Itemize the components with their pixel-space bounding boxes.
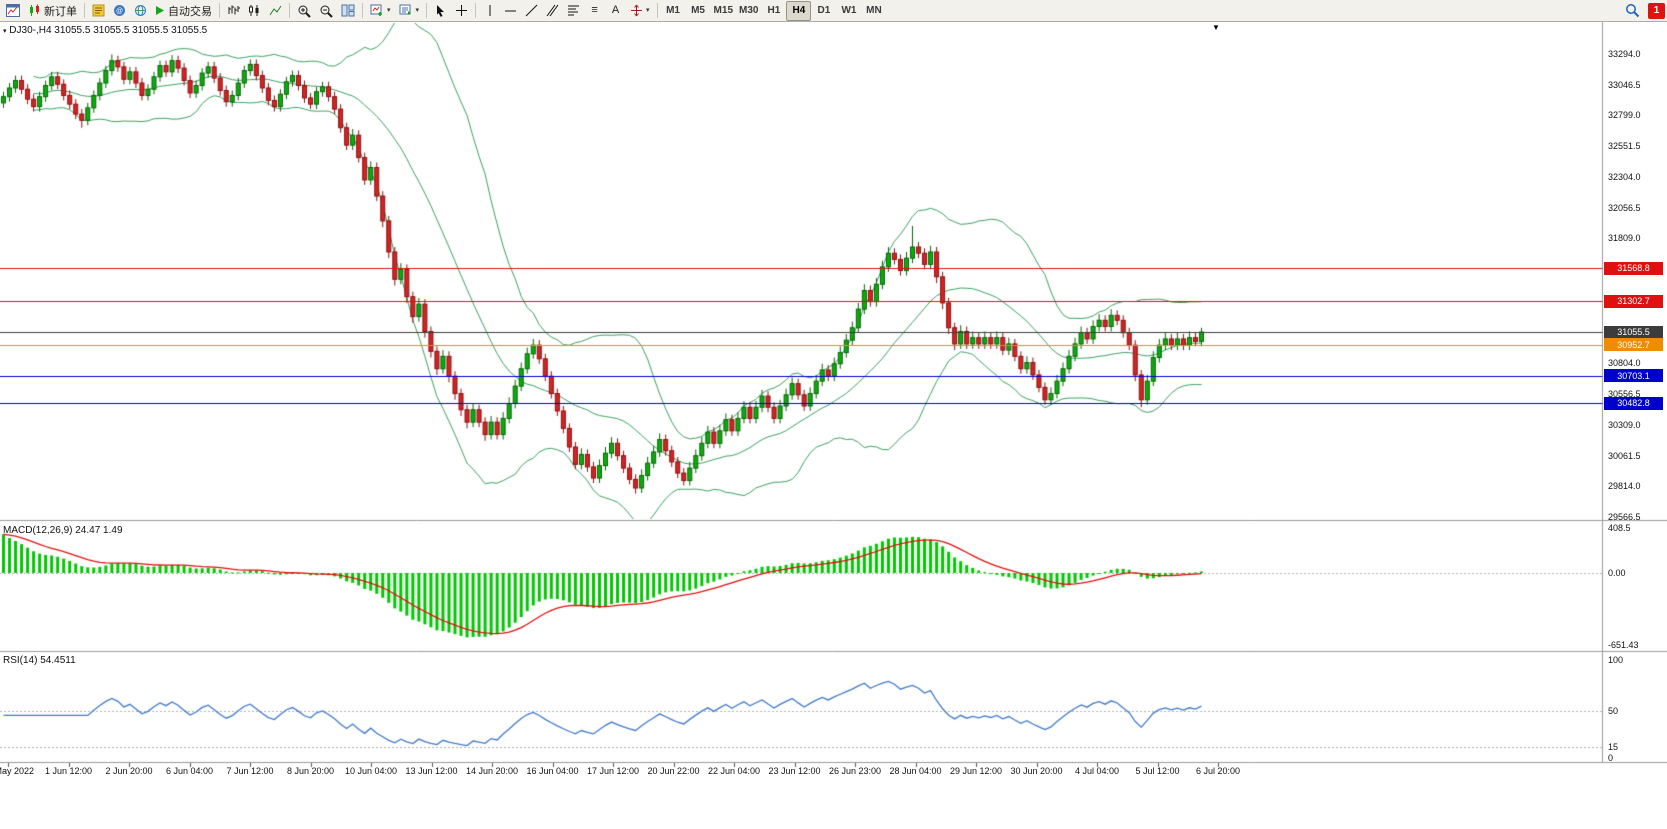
vertical-line-button[interactable] (479, 1, 500, 21)
price-level-badge: 31302.7 (1604, 294, 1663, 308)
channel-icon (546, 4, 559, 17)
fibonacci-button[interactable] (563, 1, 584, 21)
search-button[interactable] (1621, 1, 1644, 21)
trendline-button[interactable] (521, 1, 542, 21)
toolbar-separator (289, 3, 290, 18)
timeframe-w1-button[interactable]: W1 (836, 1, 861, 21)
zoom-in-icon (298, 5, 311, 18)
cursor-icon (436, 5, 444, 17)
price-level-badge: 31568.8 (1604, 261, 1663, 275)
toolbar-separator (656, 3, 658, 18)
chart-window-icon-button[interactable] (2, 1, 24, 21)
horizontal-line-icon (505, 10, 517, 11)
crosshair-button[interactable] (451, 1, 472, 21)
community-icon: @ (114, 5, 125, 16)
candlestick-chart-button[interactable] (244, 1, 265, 21)
new-order-icon (30, 4, 39, 16)
community-button[interactable]: @ (109, 1, 130, 21)
vertical-line-icon (489, 5, 491, 16)
timeframe-m5-button[interactable]: M5 (686, 1, 711, 21)
price-level-badge: 30952.7 (1604, 338, 1663, 352)
toolbar-separator (362, 3, 363, 18)
timeframe-m15-button[interactable]: M15 (711, 1, 736, 21)
price-level-badge: 30482.8 (1604, 396, 1663, 410)
notification-badge[interactable]: 1 (1648, 2, 1665, 19)
toolbar-separator (475, 3, 477, 18)
autotrading-label: 自动交易 (168, 5, 212, 18)
zoom-out-icon (320, 5, 333, 18)
shapes-icon: ≡ (591, 4, 598, 16)
tile-windows-icon (341, 4, 355, 17)
web-globe-button[interactable] (130, 1, 151, 21)
line-chart-icon (269, 5, 282, 16)
dropdown-caret-icon: ▾ (415, 7, 420, 14)
zoom-in-button[interactable] (293, 1, 315, 21)
timeframe-d1-button[interactable]: D1 (811, 1, 836, 21)
timeframe-mn-button[interactable]: MN (861, 1, 886, 21)
toolbar-separator (219, 3, 220, 18)
trendline-icon (525, 4, 538, 17)
timeframe-h4-button[interactable]: H4 (786, 0, 812, 21)
text-tool-button[interactable]: A (605, 1, 626, 21)
metaeditor-button[interactable] (88, 1, 109, 21)
timeframe-m30-button[interactable]: M30 (736, 1, 761, 21)
metaeditor-icon (92, 4, 105, 17)
crosshair-icon (456, 5, 468, 16)
horizontal-line-button[interactable] (500, 1, 521, 21)
shapes-button[interactable]: ≡ (584, 1, 605, 21)
text-tool-icon: A (611, 4, 620, 16)
svg-text:@: @ (116, 8, 123, 15)
bar-chart-button[interactable] (223, 1, 244, 21)
zoom-out-button[interactable] (315, 1, 337, 21)
arrow-tool-icon (631, 4, 643, 17)
arrow-tool-button[interactable]: ▾ (626, 1, 654, 21)
timeframe-m1-button[interactable]: M1 (661, 1, 686, 21)
line-chart-button[interactable] (265, 1, 286, 21)
bar-chart-icon (228, 5, 240, 15)
autotrading-play-icon (156, 6, 164, 15)
toolbar-separator (426, 3, 428, 18)
tile-windows-button[interactable] (337, 1, 359, 21)
fibonacci-icon (568, 5, 580, 16)
autotrading-button[interactable]: 自动交易 (151, 1, 216, 21)
new-chart-button[interactable]: ▾ (366, 1, 395, 21)
chart-window-icon (6, 4, 20, 17)
new-chart-icon (370, 4, 382, 16)
toolbar: 新订单 @ 自动交易 (0, 0, 1667, 22)
price-level-badge: 31055.5 (1604, 325, 1663, 339)
timeframe-h1-button[interactable]: H1 (761, 1, 786, 21)
globe-icon (135, 5, 146, 16)
new-order-label: 新订单 (44, 5, 77, 18)
toolbar-separator (84, 3, 85, 18)
new-order-button[interactable]: 新订单 (24, 1, 81, 21)
chart-list-button[interactable]: ▾ (395, 1, 424, 21)
dropdown-caret-icon: ▾ (387, 7, 391, 14)
price-level-badge: 30703.1 (1604, 369, 1663, 383)
search-icon (1626, 4, 1640, 18)
cursor-button[interactable] (430, 1, 451, 21)
chart-list-icon (399, 4, 411, 15)
channel-button[interactable] (542, 1, 563, 21)
candlestick-chart-icon (249, 5, 259, 16)
dropdown-caret-icon: ▾ (646, 7, 650, 14)
